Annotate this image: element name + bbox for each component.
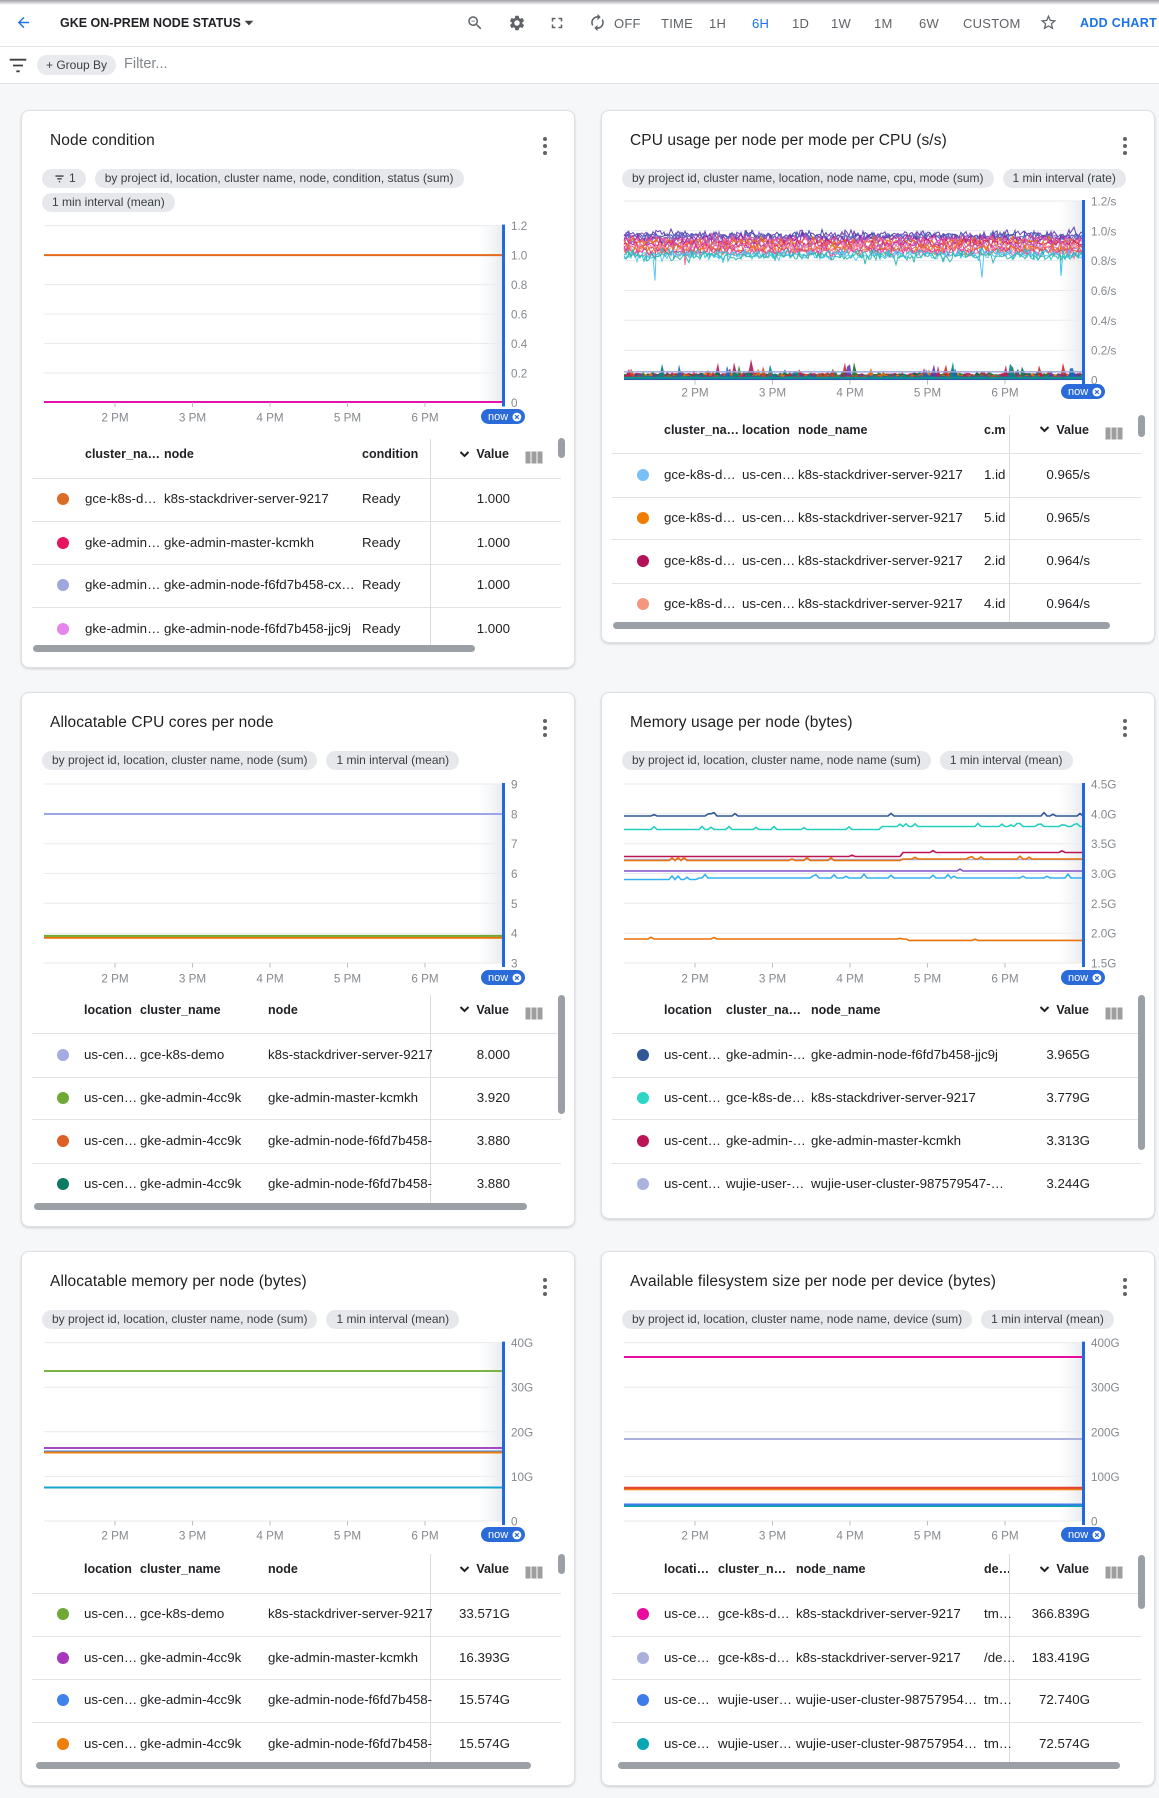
svg-text:4 PM: 4 PM bbox=[256, 973, 283, 986]
svg-text:2 PM: 2 PM bbox=[101, 973, 128, 986]
svg-text:4 PM: 4 PM bbox=[256, 412, 283, 425]
svg-text:0.4: 0.4 bbox=[511, 338, 528, 351]
svg-text:300G: 300G bbox=[1091, 1382, 1120, 1395]
svg-text:2 PM: 2 PM bbox=[681, 1530, 708, 1543]
svg-text:0.4/s: 0.4/s bbox=[1091, 315, 1116, 328]
svg-text:3 PM: 3 PM bbox=[179, 412, 206, 425]
svg-text:1.5G: 1.5G bbox=[1091, 958, 1116, 971]
svg-text:3 PM: 3 PM bbox=[759, 973, 786, 986]
svg-text:2 PM: 2 PM bbox=[681, 973, 708, 986]
svg-text:200G: 200G bbox=[1091, 1426, 1120, 1439]
svg-text:5 PM: 5 PM bbox=[914, 1530, 941, 1543]
svg-text:6: 6 bbox=[511, 868, 518, 881]
svg-text:0.6: 0.6 bbox=[511, 309, 527, 322]
svg-text:0.8/s: 0.8/s bbox=[1091, 255, 1116, 268]
svg-text:1.0/s: 1.0/s bbox=[1091, 225, 1116, 238]
svg-text:0: 0 bbox=[511, 397, 518, 410]
svg-text:1.2/s: 1.2/s bbox=[1091, 196, 1116, 209]
svg-text:2 PM: 2 PM bbox=[101, 1530, 128, 1543]
svg-text:400G: 400G bbox=[1091, 1337, 1120, 1350]
svg-text:6 PM: 6 PM bbox=[411, 412, 438, 425]
svg-text:0.2/s: 0.2/s bbox=[1091, 345, 1116, 358]
svg-text:4 PM: 4 PM bbox=[836, 387, 863, 400]
svg-text:7: 7 bbox=[511, 838, 518, 851]
svg-text:6 PM: 6 PM bbox=[411, 1530, 438, 1543]
svg-text:3: 3 bbox=[511, 958, 518, 971]
svg-text:1.0: 1.0 bbox=[511, 250, 528, 263]
svg-text:5 PM: 5 PM bbox=[334, 973, 361, 986]
svg-text:6 PM: 6 PM bbox=[991, 387, 1018, 400]
svg-text:4.5G: 4.5G bbox=[1091, 779, 1116, 792]
svg-text:3 PM: 3 PM bbox=[759, 1530, 786, 1543]
svg-text:0: 0 bbox=[1091, 375, 1098, 388]
svg-text:5: 5 bbox=[511, 898, 518, 911]
svg-text:5 PM: 5 PM bbox=[914, 387, 941, 400]
svg-text:0.8: 0.8 bbox=[511, 279, 527, 292]
svg-text:4: 4 bbox=[511, 928, 518, 941]
svg-text:1.2: 1.2 bbox=[511, 220, 527, 233]
svg-text:40G: 40G bbox=[511, 1337, 533, 1350]
svg-text:30G: 30G bbox=[511, 1382, 533, 1395]
svg-text:3.5G: 3.5G bbox=[1091, 838, 1116, 851]
svg-text:3 PM: 3 PM bbox=[179, 973, 206, 986]
svg-text:4 PM: 4 PM bbox=[256, 1530, 283, 1543]
svg-text:10G: 10G bbox=[511, 1471, 533, 1484]
svg-text:2.5G: 2.5G bbox=[1091, 898, 1116, 911]
svg-text:5 PM: 5 PM bbox=[334, 1530, 361, 1543]
svg-text:9: 9 bbox=[511, 779, 518, 792]
svg-text:4 PM: 4 PM bbox=[836, 1530, 863, 1543]
svg-text:20G: 20G bbox=[511, 1426, 533, 1439]
svg-text:6 PM: 6 PM bbox=[991, 1530, 1018, 1543]
svg-text:4.0G: 4.0G bbox=[1091, 808, 1116, 821]
svg-text:0: 0 bbox=[1091, 1516, 1098, 1529]
svg-text:4 PM: 4 PM bbox=[836, 973, 863, 986]
svg-text:0.2: 0.2 bbox=[511, 368, 527, 381]
svg-text:3 PM: 3 PM bbox=[759, 387, 786, 400]
svg-text:2 PM: 2 PM bbox=[101, 412, 128, 425]
svg-text:2 PM: 2 PM bbox=[681, 387, 708, 400]
svg-text:8: 8 bbox=[511, 808, 518, 821]
svg-text:0: 0 bbox=[511, 1516, 518, 1529]
svg-text:6 PM: 6 PM bbox=[991, 973, 1018, 986]
svg-text:3.0G: 3.0G bbox=[1091, 868, 1116, 881]
svg-text:0.6/s: 0.6/s bbox=[1091, 285, 1116, 298]
svg-text:5 PM: 5 PM bbox=[914, 973, 941, 986]
svg-text:2.0G: 2.0G bbox=[1091, 928, 1116, 941]
svg-text:6 PM: 6 PM bbox=[411, 973, 438, 986]
svg-text:100G: 100G bbox=[1091, 1471, 1120, 1484]
svg-text:5 PM: 5 PM bbox=[334, 412, 361, 425]
svg-text:3 PM: 3 PM bbox=[179, 1530, 206, 1543]
